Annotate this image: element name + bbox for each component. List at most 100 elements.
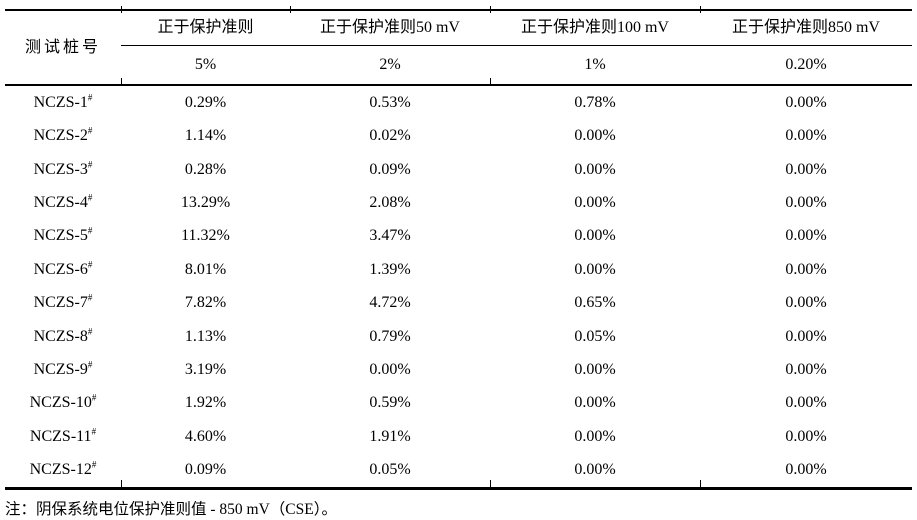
value-cell: 1.13% xyxy=(184,327,227,345)
station-label: NCZS-12 xyxy=(29,461,92,479)
station-label: NCZS-11 xyxy=(29,427,92,445)
table-row: NCZS-6# 8.01% 1.39% 0.00% 0.00% xyxy=(5,253,912,286)
threshold-header-3: 1% xyxy=(490,45,700,86)
value-cell: 0.05% xyxy=(290,453,490,490)
value-cell: 1.39% xyxy=(369,260,411,278)
station-id: NCZS-3# xyxy=(5,153,121,186)
station-label: NCZS-9 xyxy=(33,361,88,379)
value-cell: 0.09% xyxy=(121,453,290,490)
column-boundary-tick xyxy=(290,6,291,13)
value-cell: 0.79% xyxy=(369,327,411,345)
table-body: NCZS-1# 0.29% 0.53% 0.78% 0.00% NCZS-2# … xyxy=(5,85,912,490)
station-id: NCZS-12# xyxy=(5,453,121,490)
column-boundary-tick xyxy=(121,6,122,13)
value-cell: 0.00% xyxy=(574,260,616,278)
station-id: NCZS-1# xyxy=(5,85,121,119)
column-boundary-tick xyxy=(121,480,122,487)
value-cell: 0.00% xyxy=(785,394,827,412)
value-cell: 8.01% xyxy=(184,260,227,278)
station-label: NCZS-7 xyxy=(33,294,88,312)
station-superscript: # xyxy=(87,292,93,303)
value-cell: 0.00% xyxy=(369,361,411,379)
station-superscript: # xyxy=(87,192,93,203)
value-cell: 0.65% xyxy=(574,294,616,312)
criterion-header-4: 正于保护准则850 mV xyxy=(700,10,912,46)
value-cell: 0.29% xyxy=(184,93,227,111)
value-cell: 0.00% xyxy=(574,427,616,445)
value-cell: 0.00% xyxy=(785,227,827,245)
station-id: NCZS-8# xyxy=(5,320,121,353)
station-superscript: # xyxy=(91,459,97,470)
table-row: NCZS-11# 4.60% 1.91% 0.00% 0.00% xyxy=(5,420,912,453)
column-boundary-tick xyxy=(121,78,122,85)
value-cell: 0.00% xyxy=(785,127,827,145)
column-boundary-tick xyxy=(490,78,491,85)
station-label: NCZS-8 xyxy=(33,327,88,345)
station-superscript: # xyxy=(87,226,93,237)
station-column-header: 测试桩号 xyxy=(5,10,121,86)
value-cell: 3.47% xyxy=(369,227,411,245)
station-id: NCZS-5# xyxy=(5,220,121,253)
criterion-header-3: 正于保护准则100 mV xyxy=(490,10,700,46)
table-row: NCZS-2# 1.14% 0.02% 0.00% 0.00% xyxy=(5,119,912,152)
criterion-header-2: 正于保护准则50 mV xyxy=(290,10,490,46)
table-row: NCZS-1# 0.29% 0.53% 0.78% 0.00% xyxy=(5,85,912,119)
station-superscript: # xyxy=(87,125,93,136)
value-cell: 0.00% xyxy=(785,93,827,111)
value-cell: 0.00% xyxy=(574,127,616,145)
threshold-header-4: 0.20% xyxy=(700,45,912,86)
value-cell: 0.00% xyxy=(574,194,616,212)
value-cell: 0.28% xyxy=(184,160,227,178)
station-superscript: # xyxy=(91,393,97,404)
station-id: NCZS-10# xyxy=(5,387,121,420)
criteria-table: 测试桩号 正于保护准则 正于保护准则50 mV 正于保护准则100 mV 正于保… xyxy=(5,9,912,490)
value-cell: 0.09% xyxy=(369,160,411,178)
station-superscript: # xyxy=(87,259,93,270)
value-cell: 0.00% xyxy=(574,394,616,412)
value-cell: 2.08% xyxy=(369,194,411,212)
table-row: NCZS-5# 11.32% 3.47% 0.00% 0.00% xyxy=(5,220,912,253)
station-label: NCZS-3 xyxy=(33,160,88,178)
table-row: NCZS-8# 1.13% 0.79% 0.05% 0.00% xyxy=(5,320,912,353)
value-cell: 4.72% xyxy=(369,294,411,312)
value-cell: 0.00% xyxy=(785,361,827,379)
station-id: NCZS-7# xyxy=(5,286,121,319)
value-cell: 0.00% xyxy=(785,327,827,345)
column-boundary-tick xyxy=(700,480,701,487)
table-header: 测试桩号 正于保护准则 正于保护准则50 mV 正于保护准则100 mV 正于保… xyxy=(5,10,912,86)
criterion-header-1: 正于保护准则 xyxy=(121,10,290,46)
table-row: NCZS-3# 0.28% 0.09% 0.00% 0.00% xyxy=(5,153,912,186)
station-id: NCZS-11# xyxy=(5,420,121,453)
value-cell: 4.60% xyxy=(184,427,227,445)
station-label: NCZS-10 xyxy=(29,394,92,412)
table-row: NCZS-4# 13.29% 2.08% 0.00% 0.00% xyxy=(5,186,912,219)
value-cell: 0.00% xyxy=(490,453,700,490)
value-cell: 0.00% xyxy=(574,160,616,178)
value-cell: 0.00% xyxy=(700,453,912,490)
column-boundary-tick xyxy=(700,6,701,13)
value-cell: 0.02% xyxy=(369,127,411,145)
station-superscript: # xyxy=(91,426,97,437)
station-label: NCZS-1 xyxy=(33,93,88,111)
table-row: NCZS-10# 1.92% 0.59% 0.00% 0.00% xyxy=(5,387,912,420)
value-cell: 1.91% xyxy=(369,427,411,445)
table-row: NCZS-12# 0.09% 0.05% 0.00% 0.00% xyxy=(5,453,912,490)
value-cell: 0.00% xyxy=(574,361,616,379)
station-superscript: # xyxy=(87,159,93,170)
value-cell: 0.59% xyxy=(369,394,411,412)
value-cell: 0.00% xyxy=(574,227,616,245)
value-cell: 1.14% xyxy=(184,127,227,145)
table-container: 测试桩号 正于保护准则 正于保护准则50 mV 正于保护准则100 mV 正于保… xyxy=(5,6,912,490)
value-cell: 0.00% xyxy=(785,427,827,445)
station-label: NCZS-6 xyxy=(33,260,88,278)
station-id: NCZS-6# xyxy=(5,253,121,286)
station-id: NCZS-9# xyxy=(5,353,121,386)
value-cell: 11.32% xyxy=(181,227,230,245)
value-cell: 3.19% xyxy=(184,361,227,379)
table-row: NCZS-7# 7.82% 4.72% 0.65% 0.00% xyxy=(5,286,912,319)
station-superscript: # xyxy=(87,92,93,103)
value-cell: 7.82% xyxy=(184,294,227,312)
station-superscript: # xyxy=(87,326,93,337)
value-cell: 1.92% xyxy=(184,394,227,412)
